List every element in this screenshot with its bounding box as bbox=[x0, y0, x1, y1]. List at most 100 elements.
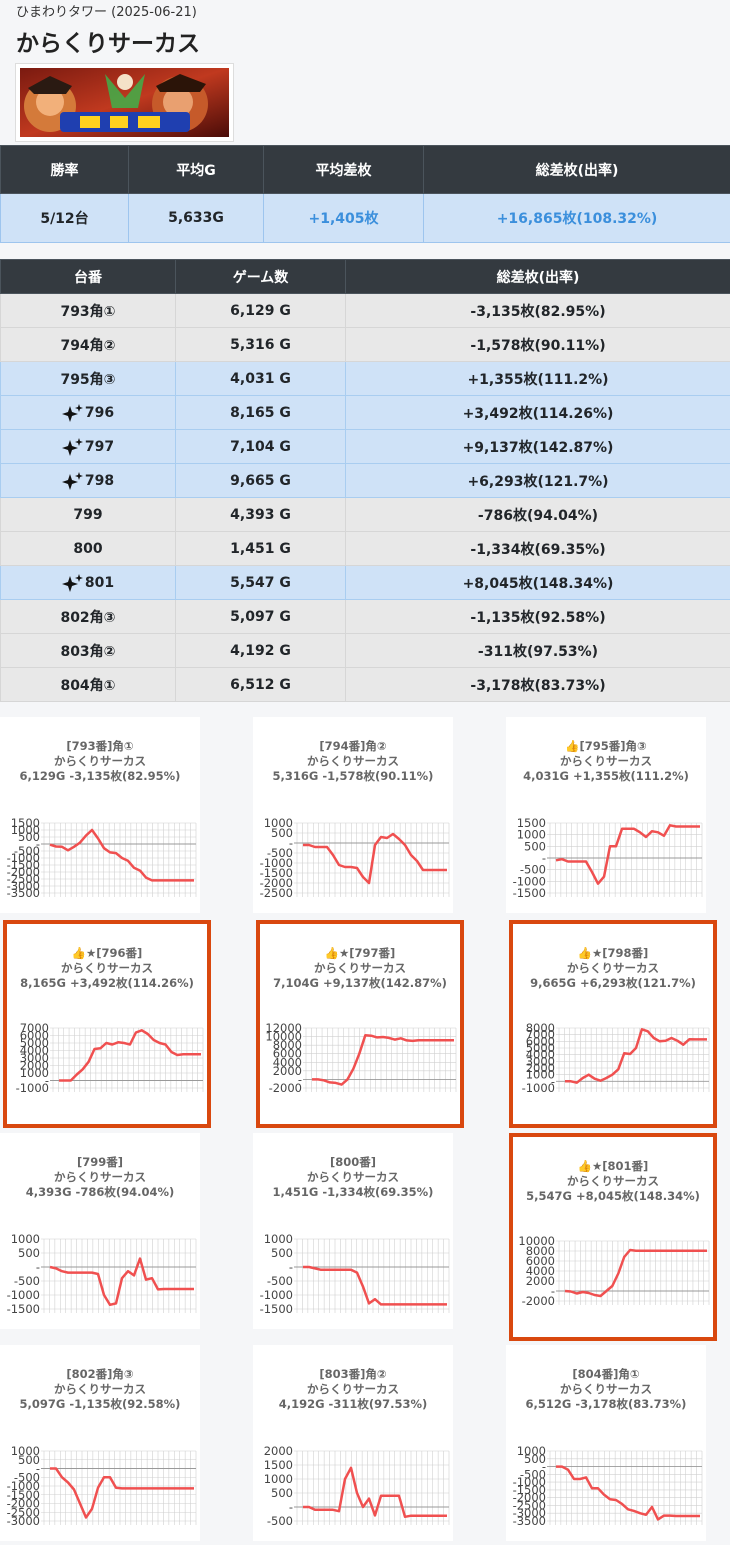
chart-title: 👍★[798番] bbox=[577, 946, 649, 960]
y-tick-label: 500 bbox=[524, 1452, 546, 1466]
table-row[interactable]: 800 1,451 G -1,334枚(69.35%) bbox=[0, 531, 730, 566]
table-row[interactable]: 796 8,165 G +3,492枚(114.26%) bbox=[0, 395, 730, 430]
y-tick-label: 1000 bbox=[20, 1066, 49, 1080]
chart-card[interactable]: 👍★[796番] からくりサーカス 8,165G +3,492枚(114.26%) 7… bbox=[3, 920, 211, 1128]
y-tick-label: -2500 bbox=[513, 1498, 546, 1512]
chart-card[interactable]: [802番]角③ からくりサーカス 5,097G -1,135枚(92.58%) 10… bbox=[0, 1345, 200, 1541]
chart-card[interactable]: 👍★[797番] からくりサーカス 7,104G +9,137枚(142.87%) 1… bbox=[256, 920, 464, 1128]
series-line bbox=[555, 824, 700, 885]
chart-card[interactable]: 👍★[801番] からくりサーカス 5,547G +8,045枚(148.34%) 1… bbox=[509, 1133, 717, 1341]
y-tick-label: 2000 bbox=[526, 1274, 555, 1288]
y-tick-label: - bbox=[298, 1072, 302, 1086]
y-tick-label: 500 bbox=[524, 839, 546, 853]
y-tick-label: -2500 bbox=[7, 872, 40, 886]
y-tick-label: 3000 bbox=[526, 1054, 555, 1068]
machine-number-cell[interactable]: 802角③ bbox=[0, 599, 176, 634]
y-tick-label: 4000 bbox=[526, 1264, 555, 1278]
y-tick-label: 8000 bbox=[273, 1038, 302, 1052]
machine-table-body: 793角① 6,129 G -3,135枚(82.95%) 794角② 5,316 G-… bbox=[0, 293, 730, 702]
summary-header-total-diff: 総差枚(出率) bbox=[423, 145, 730, 194]
sparkle-icon bbox=[61, 573, 83, 592]
table-row[interactable]: 798 9,665 G +6,293枚(121.7%) bbox=[0, 463, 730, 498]
summary-header-avg-diff: 平均差枚 bbox=[263, 145, 424, 194]
y-tick-label: - bbox=[36, 1260, 40, 1274]
table-row[interactable]: 799 4,393 G -786枚(94.04%) bbox=[0, 497, 730, 532]
total-diff-cell: -786枚(94.04%) bbox=[345, 497, 730, 532]
y-tick-label: -1500 bbox=[260, 1302, 293, 1316]
y-tick-label: - bbox=[45, 1074, 49, 1088]
total-diff-cell: -1,135枚(92.58%) bbox=[345, 599, 730, 634]
y-tick-label: -1000 bbox=[522, 1081, 555, 1095]
y-tick-label: 500 bbox=[271, 1246, 293, 1260]
chart-card[interactable]: [800番] からくりサーカス 1,451G -1,334枚(69.35%) 1000… bbox=[253, 1133, 453, 1329]
table-row[interactable]: 795角③ 4,031 G +1,355枚(111.2%) bbox=[0, 361, 730, 396]
machine-number-cell[interactable]: 797 bbox=[0, 429, 176, 464]
chart-stats: 1,451G -1,334枚(69.35%) bbox=[272, 1185, 434, 1199]
banner-artwork bbox=[20, 68, 229, 137]
chart-card[interactable]: [804番]角① からくりサーカス 6,512G -3,178枚(83.73%) 10… bbox=[506, 1345, 706, 1541]
y-tick-label: 7000 bbox=[526, 1028, 555, 1042]
y-tick-label: -1000 bbox=[16, 1081, 49, 1095]
y-tick-label: -2000 bbox=[7, 1497, 40, 1511]
y-tick-label: 1000 bbox=[11, 1444, 40, 1458]
chart-stats: 8,165G +3,492枚(114.26%) bbox=[20, 976, 194, 990]
chart-card[interactable]: [803番]角② からくりサーカス 4,192G -311枚(97.53%) 2000… bbox=[253, 1345, 453, 1541]
chart-machine-name: からくりサーカス bbox=[54, 1382, 146, 1396]
machine-number-cell[interactable]: 801 bbox=[0, 565, 176, 600]
y-tick-label: 1000 bbox=[264, 1472, 293, 1486]
chart-card[interactable]: [794番]角② からくりサーカス 5,316G -1,578枚(90.11%) 10… bbox=[253, 717, 453, 913]
chart-machine-name: からくりサーカス bbox=[560, 754, 652, 768]
machine-number-cell[interactable]: 800 bbox=[0, 531, 176, 566]
summary-avg-games: 5,633G bbox=[128, 193, 264, 243]
machine-number-cell[interactable]: 799 bbox=[0, 497, 176, 532]
machine-number-cell[interactable]: 794角② bbox=[0, 327, 176, 362]
y-tick-label: -1000 bbox=[7, 1479, 40, 1493]
table-row[interactable]: 804角① 6,512 G -3,178枚(83.73%) bbox=[0, 667, 730, 702]
machine-number-cell[interactable]: 793角① bbox=[0, 293, 176, 328]
machine-number-cell[interactable]: 795角③ bbox=[0, 361, 176, 396]
y-tick-label: -3500 bbox=[7, 886, 40, 900]
table-row[interactable]: 794角② 5,316 G -1,578枚(90.11%) bbox=[0, 327, 730, 362]
table-row[interactable]: 793角① 6,129 G -3,135枚(82.95%) bbox=[0, 293, 730, 328]
summary-avg-diff: +1,405枚 bbox=[263, 193, 424, 243]
machine-number-label: 797 bbox=[84, 438, 115, 455]
machine-number-cell[interactable]: 798 bbox=[0, 463, 176, 498]
y-tick-label: -1500 bbox=[513, 886, 546, 900]
chart-card[interactable]: [793番]角① からくりサーカス 6,129G -3,135枚(82.95%) 15… bbox=[0, 717, 200, 913]
summary-table: 勝率 平均G 平均差枚 総差枚(出率) 5/12台 5,633G +1,405枚… bbox=[0, 145, 730, 243]
y-tick-label: -1000 bbox=[260, 1288, 293, 1302]
series-line bbox=[565, 1028, 707, 1084]
y-tick-label: 1500 bbox=[11, 816, 40, 830]
chart-card[interactable]: [799番] からくりサーカス 4,393G -786枚(94.04%) 1000 50… bbox=[0, 1133, 200, 1329]
machine-number-cell[interactable]: 796 bbox=[0, 395, 176, 430]
y-tick-label: 500 bbox=[18, 830, 40, 844]
chart-machine-name: からくりサーカス bbox=[307, 754, 399, 768]
y-tick-label: -1000 bbox=[7, 1288, 40, 1302]
y-tick-label: -500 bbox=[267, 846, 293, 860]
chart-title: 👍★[801番] bbox=[577, 1159, 649, 1173]
total-diff-cell: +1,355枚(111.2%) bbox=[345, 361, 730, 396]
machine-number-cell[interactable]: 803角② bbox=[0, 633, 176, 668]
y-tick-label: 12000 bbox=[265, 1021, 302, 1035]
table-row[interactable]: 803角② 4,192 G -311枚(97.53%) bbox=[0, 633, 730, 668]
table-row[interactable]: 802角③ 5,097 G -1,135枚(92.58%) bbox=[0, 599, 730, 634]
series-line bbox=[303, 1466, 447, 1519]
summary-value-row: 5/12台 5,633G +1,405枚 +16,865枚(108.32%) bbox=[0, 193, 730, 243]
total-diff-cell: -311枚(97.53%) bbox=[345, 633, 730, 668]
line-chart: 15001000500--500-1000-1500-2000-2500-300… bbox=[7, 816, 197, 900]
summary-total-diff: +16,865枚(108.32%) bbox=[423, 193, 730, 243]
chart-card[interactable]: 👍★[798番] からくりサーカス 9,665G +6,293枚(121.7%) 80… bbox=[509, 920, 717, 1128]
machine-number-cell[interactable]: 804角① bbox=[0, 667, 176, 702]
y-tick-label: 1000 bbox=[11, 823, 40, 837]
sparkle-icon bbox=[61, 403, 83, 422]
table-row[interactable]: 801 5,547 G +8,045枚(148.34%) bbox=[0, 565, 730, 600]
table-row[interactable]: 797 7,104 G +9,137枚(142.87%) bbox=[0, 429, 730, 464]
chart-card[interactable]: 👍[795番]角③ からくりサーカス 4,031G +1,355枚(111.2%) 1… bbox=[506, 717, 706, 913]
y-tick-label: -3500 bbox=[513, 1514, 546, 1528]
y-tick-label: 6000 bbox=[526, 1034, 555, 1048]
y-tick-label: -1000 bbox=[513, 874, 546, 888]
chart-stats: 5,097G -1,135枚(92.58%) bbox=[19, 1397, 181, 1411]
